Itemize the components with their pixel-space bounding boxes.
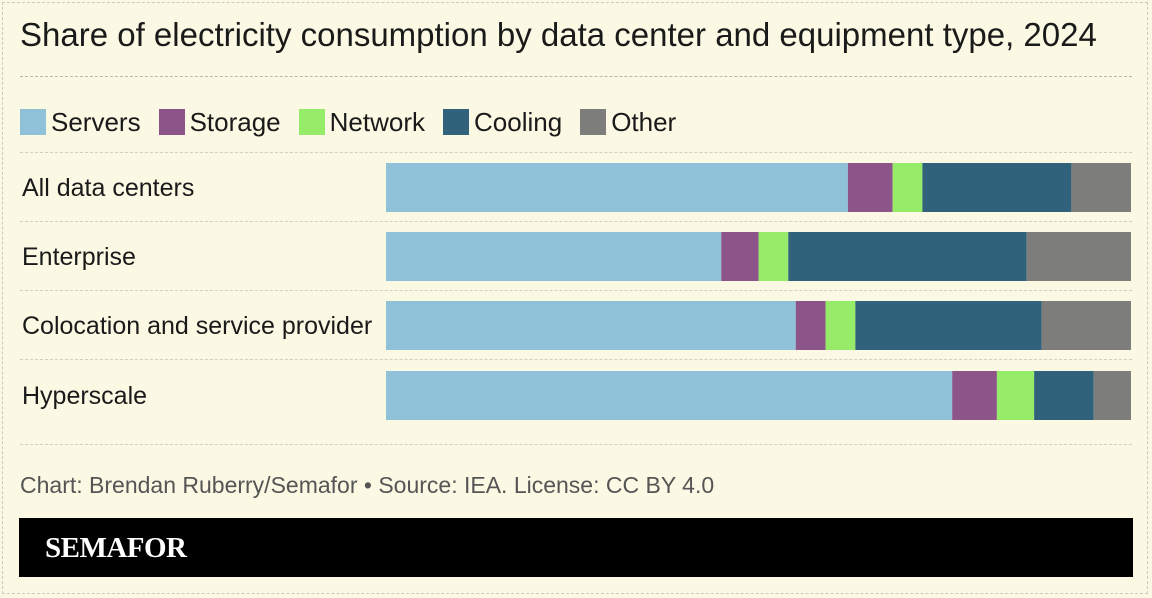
bar-segment-storage-1 bbox=[721, 232, 759, 281]
legend-swatch-storage bbox=[158, 109, 185, 135]
row-divider bbox=[20, 152, 1132, 153]
legend-label-other: Other bbox=[611, 107, 677, 137]
legend-swatch-other bbox=[580, 109, 607, 135]
bar-segment-network-0 bbox=[892, 163, 923, 212]
legend-item-network: Network bbox=[298, 104, 426, 140]
legend-label-storage: Storage bbox=[189, 107, 281, 137]
bar-segment-cooling-2 bbox=[855, 301, 1042, 350]
row-divider bbox=[20, 221, 1132, 222]
legend-swatch-network bbox=[298, 109, 325, 135]
bar-segment-storage-3 bbox=[952, 371, 997, 420]
bar-segment-servers-0 bbox=[386, 163, 848, 212]
category-label-hyperscale: Hyperscale bbox=[22, 382, 148, 410]
legend-swatch-servers bbox=[20, 109, 46, 135]
category-label-all-data-centers: All data centers bbox=[22, 174, 195, 202]
category-label-enterprise: Enterprise bbox=[22, 243, 136, 271]
bar-segment-servers-3 bbox=[386, 371, 953, 420]
bar-segment-other-0 bbox=[1071, 163, 1131, 212]
bar-segment-other-3 bbox=[1093, 371, 1131, 420]
legend-item-storage: Storage bbox=[158, 104, 281, 140]
bar-segment-servers-2 bbox=[386, 301, 796, 350]
legend-label-cooling: Cooling bbox=[474, 107, 563, 137]
bar-segment-cooling-1 bbox=[788, 232, 1027, 281]
source-note: Chart: Brendan Ruberry/Semafor • Source:… bbox=[20, 472, 715, 498]
bar-segment-storage-2 bbox=[795, 301, 826, 350]
bar-segment-cooling-0 bbox=[922, 163, 1072, 212]
bar-segment-other-2 bbox=[1041, 301, 1131, 350]
category-label-colocation: Colocation and service provider bbox=[22, 312, 373, 340]
title-divider bbox=[20, 76, 1132, 77]
chart-title: Share of electricity consumption by data… bbox=[20, 16, 1097, 53]
row-divider bbox=[20, 444, 1132, 445]
bar-segment-storage-0 bbox=[847, 163, 893, 212]
brand-footer: SEMAFOR bbox=[19, 518, 1133, 577]
bar-segment-network-1 bbox=[758, 232, 789, 281]
bar-segment-network-2 bbox=[825, 301, 856, 350]
bar-segment-network-3 bbox=[996, 371, 1035, 420]
legend-item-cooling: Cooling bbox=[443, 104, 562, 140]
bar-segment-cooling-3 bbox=[1034, 371, 1094, 420]
legend-item-other: Other bbox=[580, 104, 676, 140]
legend: Servers Storage Network Cooling Other bbox=[20, 104, 694, 140]
bar-segment-servers-1 bbox=[386, 232, 722, 281]
row-divider bbox=[20, 359, 1132, 360]
legend-swatch-cooling bbox=[443, 109, 470, 135]
row-divider bbox=[20, 290, 1132, 291]
bar-segment-other-1 bbox=[1026, 232, 1131, 281]
legend-item-servers: Servers bbox=[20, 104, 141, 140]
legend-label-servers: Servers bbox=[51, 107, 141, 137]
semafor-logo: SEMAFOR bbox=[45, 532, 187, 564]
legend-label-network: Network bbox=[329, 107, 426, 137]
